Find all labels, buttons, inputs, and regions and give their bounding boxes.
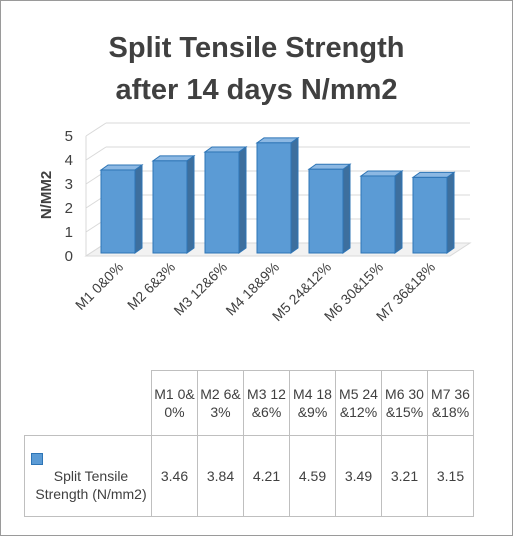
bar-front-face — [152, 160, 188, 254]
table-header-cell: M5 24&12% — [335, 370, 382, 436]
table-header-cell: M4 18&9% — [289, 370, 336, 436]
bar-top-face — [203, 146, 248, 153]
bar-side-face — [290, 136, 299, 254]
y-tick-label: 4 — [65, 152, 73, 169]
bar-top-face — [151, 155, 196, 162]
bar-series — [99, 136, 456, 254]
y-tick-label: 3 — [65, 176, 73, 193]
bar — [99, 163, 144, 254]
x-tick-label: M3 12&6% — [170, 259, 230, 319]
bar-side-face — [186, 154, 195, 254]
bar-front-face — [308, 168, 344, 254]
x-tick-label: M2 6&3% — [124, 259, 178, 313]
bar-top-face — [307, 163, 352, 170]
bar-chart-plot: 0 1 2 3 4 5 M1 0&0%M2 6&3%M3 12&6%M4 18&9%M5 … — [38, 122, 472, 324]
x-axis-labels: M1 0&0%M2 6&3%M3 12&6%M4 18&9%M5 24&12%M… — [72, 259, 438, 324]
table-header-cell: M7 36&18% — [427, 370, 474, 436]
bar-front-face — [256, 142, 292, 254]
bar-side-face — [238, 145, 247, 254]
table-header-cell: M3 12&6% — [243, 370, 290, 436]
table-value-cell: 3.15 — [427, 435, 474, 517]
x-tick-label: M1 0&0% — [72, 259, 126, 313]
gridline-side — [85, 122, 107, 137]
bar-side-face — [342, 163, 351, 254]
series-name: Split Tensile Strength (N/mm2) — [35, 468, 147, 502]
y-axis-title: N/MM2 — [38, 171, 55, 219]
chart-title-line-1: Split Tensile Strength — [108, 32, 405, 64]
y-axis-ticks: 0 1 2 3 4 5 — [65, 128, 73, 265]
table-value-cell: 4.59 — [289, 435, 336, 517]
bar-side-face — [134, 163, 143, 254]
y-tick-label: 2 — [65, 200, 73, 217]
bar-front-face — [412, 176, 448, 254]
table-value-cell: 3.21 — [381, 435, 428, 517]
table-value-cell: 4.21 — [243, 435, 290, 517]
bar-side-face — [394, 169, 403, 254]
bar — [359, 169, 404, 254]
y-tick-label: 1 — [65, 224, 73, 241]
chart-title-line-2: after 14 days N/mm2 — [115, 74, 398, 106]
bar-front-face — [360, 175, 396, 254]
bar-top-face — [411, 171, 456, 178]
legend-key-icon — [31, 453, 43, 466]
bar-front-face — [100, 169, 136, 254]
bar-top-face — [359, 170, 404, 177]
bar — [411, 171, 456, 254]
bar — [203, 145, 248, 254]
table-corner — [24, 370, 152, 436]
table-header-cell: M6 30&15% — [381, 370, 428, 436]
table-header-cell: M2 6&3% — [197, 370, 244, 436]
bar-side-face — [446, 171, 455, 254]
table-value-cell: 3.84 — [197, 435, 244, 517]
table-header-cell: M1 0&0% — [151, 370, 198, 436]
table-value-cell: 3.46 — [151, 435, 198, 517]
y-tick-label: 0 — [65, 248, 73, 265]
series-legend-cell: Split Tensile Strength (N/mm2) — [24, 435, 152, 517]
bar-top-face — [99, 164, 144, 171]
bar — [255, 136, 300, 254]
table-value-cell: 3.49 — [335, 435, 382, 517]
bar — [151, 154, 196, 254]
bar-front-face — [204, 151, 240, 254]
bar — [307, 163, 352, 254]
gridline-side — [85, 146, 107, 161]
data-table: M1 0&0% M2 6&3% M3 12&6% M4 18&9% M5 24&… — [24, 370, 474, 517]
y-tick-label: 5 — [65, 128, 73, 145]
bar-top-face — [255, 137, 300, 144]
chart-title: Split Tensile Strength after 14 days N/m… — [1, 27, 512, 111]
